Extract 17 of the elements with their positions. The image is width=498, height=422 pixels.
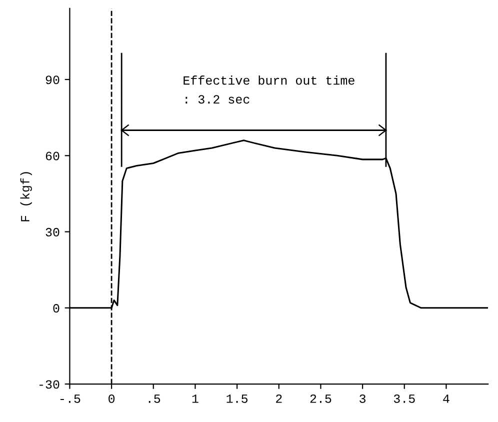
y-tick-label: -30 <box>40 380 60 389</box>
x-tick-label: 3 <box>360 394 366 403</box>
y-tick-label: 60 <box>46 152 60 160</box>
x-tick-label: 1 <box>192 394 198 403</box>
x-tick-label: -.5 <box>60 394 80 403</box>
x-tick-label: 0 <box>108 394 115 403</box>
y-axis-title: F (kgf) <box>20 172 32 222</box>
y-tick-label: 90 <box>46 76 60 84</box>
y-tick-label: 30 <box>46 228 60 236</box>
annotation: Effective burn out time : 3.2 sec <box>184 76 354 104</box>
x-tick-label: 2 <box>276 394 282 403</box>
x-tick-label: .5 <box>148 394 160 403</box>
x-tick-label: 3.5 <box>394 394 415 403</box>
y-tick-label: 0 <box>53 304 60 313</box>
x-tick-label: 4 <box>443 394 450 403</box>
x-tick-label: 1.5 <box>226 394 248 403</box>
x-tick-label: 2.5 <box>310 394 332 403</box>
